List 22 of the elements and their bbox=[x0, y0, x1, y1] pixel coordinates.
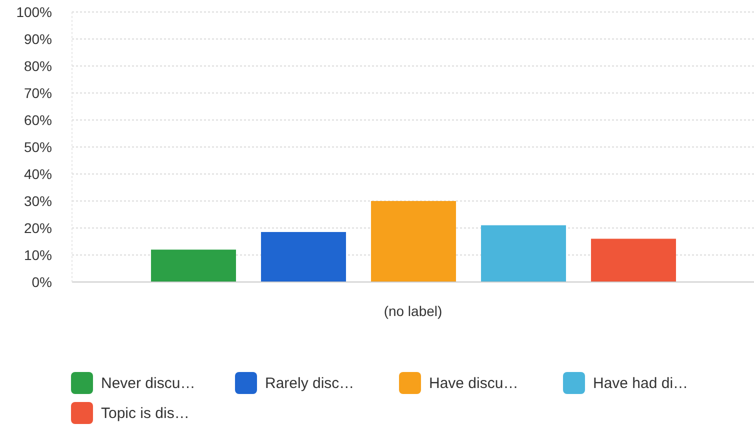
y-tick-label: 40% bbox=[24, 166, 52, 182]
legend-label: Have discu… bbox=[429, 374, 518, 392]
y-tick-label: 60% bbox=[24, 112, 52, 128]
y-tick-label: 70% bbox=[24, 84, 52, 101]
x-tick-label: (no label) bbox=[384, 302, 442, 319]
legend-label: Have had di… bbox=[593, 374, 688, 392]
y-tick-label: 50% bbox=[24, 138, 52, 155]
y-tick-label: 80% bbox=[24, 58, 52, 74]
y-tick-label: 90% bbox=[24, 30, 52, 47]
bar bbox=[591, 238, 676, 282]
legend-label: Never discu… bbox=[101, 374, 196, 392]
legend-label: Topic is dis… bbox=[101, 404, 190, 422]
bar bbox=[261, 232, 346, 282]
y-tick-label: 100% bbox=[16, 4, 52, 20]
bar bbox=[371, 201, 456, 282]
y-tick-label: 30% bbox=[24, 192, 52, 209]
bar bbox=[151, 250, 236, 282]
y-tick-label: 10% bbox=[24, 246, 52, 263]
bar bbox=[481, 225, 566, 282]
y-tick-label: 20% bbox=[24, 220, 52, 236]
legend-label: Rarely disc… bbox=[265, 374, 354, 392]
y-tick-label: 0% bbox=[32, 274, 52, 290]
